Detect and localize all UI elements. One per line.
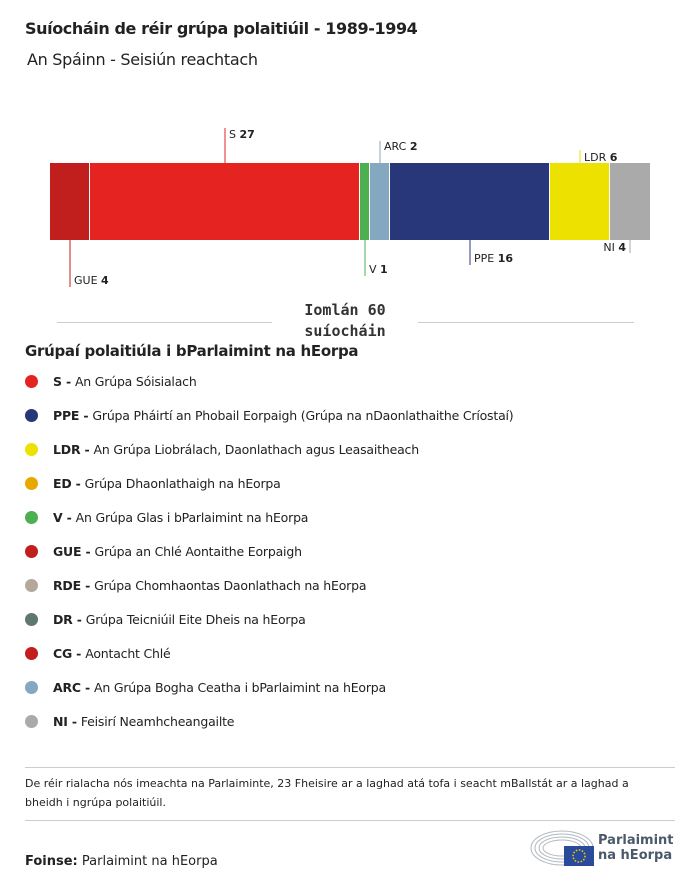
legend-item: PPE - Grúpa Pháirtí an Phobail Eorpaigh (…	[25, 405, 514, 425]
bar-label-GUE: GUE 4	[74, 274, 109, 287]
legend-label: Grúpa an Chlé Aontaithe Eorpaigh	[94, 543, 302, 559]
legend-label: Grúpa Pháirtí an Phobail Eorpaigh (Grúpa…	[92, 407, 514, 423]
bar-label-NI: NI 4	[603, 241, 626, 254]
bar-label-V: V 1	[369, 263, 388, 276]
legend-swatch	[25, 612, 38, 626]
parliament-emblem-icon	[530, 830, 594, 866]
legend-code: PPE -	[53, 407, 89, 423]
bar-label-S: S 27	[229, 128, 255, 141]
legend-label: An Grúpa Bogha Ceatha i bParlaimint na h…	[94, 679, 386, 695]
source-value: Parlaimint na hEorpa	[81, 854, 218, 869]
bar-label-PPE: PPE 16	[474, 252, 513, 265]
bar-segment-GUE	[50, 163, 89, 240]
bar-segment-LDR	[550, 163, 609, 240]
legend-code: NI -	[53, 713, 77, 729]
divider	[25, 820, 675, 821]
legend-code: V -	[53, 509, 72, 525]
seat-bar-chart: GUE 4 S 27 V 1 ARC 2 PPE 16 LDR 6 NI 4	[50, 128, 650, 287]
legend-swatch	[25, 680, 38, 694]
divider	[25, 767, 675, 768]
legend-code: GUE -	[53, 543, 91, 559]
bar-label-ARC: ARC 2	[384, 140, 417, 153]
legend-item: DR - Grúpa Teicniúil Eite Dheis na hEorpa	[25, 609, 306, 629]
chart-title: Suíocháin de réir grúpa polaitiúil - 198…	[25, 19, 418, 38]
legend-label: Aontacht Chlé	[85, 645, 171, 661]
legend-item: S - An Grúpa Sóisialach	[25, 371, 197, 391]
legend-label: An Grúpa Glas i bParlaimint na hEorpa	[75, 509, 309, 525]
legend-swatch	[25, 714, 38, 728]
legend-item: V - An Grúpa Glas i bParlaimint na hEorpa	[25, 507, 308, 527]
legend-swatch	[25, 476, 38, 490]
bar-segment-NI	[610, 163, 650, 240]
legend-swatch	[25, 374, 38, 388]
legend-swatch	[25, 442, 38, 456]
chart-subtitle: An Spáinn - Seisiún reachtach	[27, 50, 258, 69]
legend-code: LDR -	[53, 441, 90, 457]
legend-label: Feisirí Neamhcheangailte	[80, 713, 235, 729]
legend-swatch	[25, 646, 38, 660]
legend-label: An Grúpa Sóisialach	[74, 373, 197, 389]
legend-item: NI - Feisirí Neamhcheangailte	[25, 711, 235, 731]
divider	[57, 322, 272, 323]
legend-item: LDR - An Grúpa Liobrálach, Daonlathach ag…	[25, 439, 419, 459]
legend-code: ARC -	[53, 679, 91, 695]
legend-swatch	[25, 578, 38, 592]
legend-title: Grúpaí polaitiúla i bParlaimint na hEorp…	[25, 342, 359, 360]
legend-swatch	[25, 510, 38, 524]
legend-swatch	[25, 544, 38, 558]
legend-label: Grúpa Dhaonlathaigh na hEorpa	[84, 475, 281, 491]
legend-swatch	[25, 408, 38, 422]
legend-item: ED - Grúpa Dhaonlathaigh na hEorpa	[25, 473, 281, 493]
bar-label-LDR: LDR 6	[584, 151, 618, 164]
legend-item: CG - Aontacht Chlé	[25, 643, 171, 663]
legend-label: Grúpa Teicniúil Eite Dheis na hEorpa	[85, 611, 306, 627]
legend-code: ED -	[53, 475, 81, 491]
legend-item: RDE - Grúpa Chomhaontas Daonlathach na hE…	[25, 575, 366, 595]
footnote: De réir rialacha nós imeachta na Parlaim…	[25, 777, 629, 809]
source: Foinse: Parlaimint na hEorpa	[25, 854, 218, 869]
bar-segment-PPE	[390, 163, 549, 240]
bar-segment-S	[90, 163, 359, 240]
source-label: Foinse:	[25, 854, 78, 869]
legend-label: Grúpa Chomhaontas Daonlathach na hEorpa	[94, 577, 367, 593]
legend-label: An Grúpa Liobrálach, Daonlathach agus Le…	[93, 441, 420, 457]
legend-code: RDE -	[53, 577, 91, 593]
legend-code: S -	[53, 373, 71, 389]
logo-line2: na hEorpa	[598, 848, 673, 863]
legend-item: GUE - Grúpa an Chlé Aontaithe Eorpaigh	[25, 541, 302, 561]
legend-code: CG -	[53, 645, 82, 661]
logo-line1: Parlaimint	[598, 833, 674, 848]
divider	[418, 322, 634, 323]
bar-segment-ARC	[370, 163, 389, 240]
legend-code: DR -	[53, 611, 82, 627]
bar-segment-V	[360, 163, 369, 240]
total-seats-label: Iomlán 60 suíocháin	[304, 301, 386, 340]
legend-item: ARC - An Grúpa Bogha Ceatha i bParlaimint…	[25, 677, 386, 697]
ep-logo: Parlaimint na hEorpa	[530, 828, 674, 868]
